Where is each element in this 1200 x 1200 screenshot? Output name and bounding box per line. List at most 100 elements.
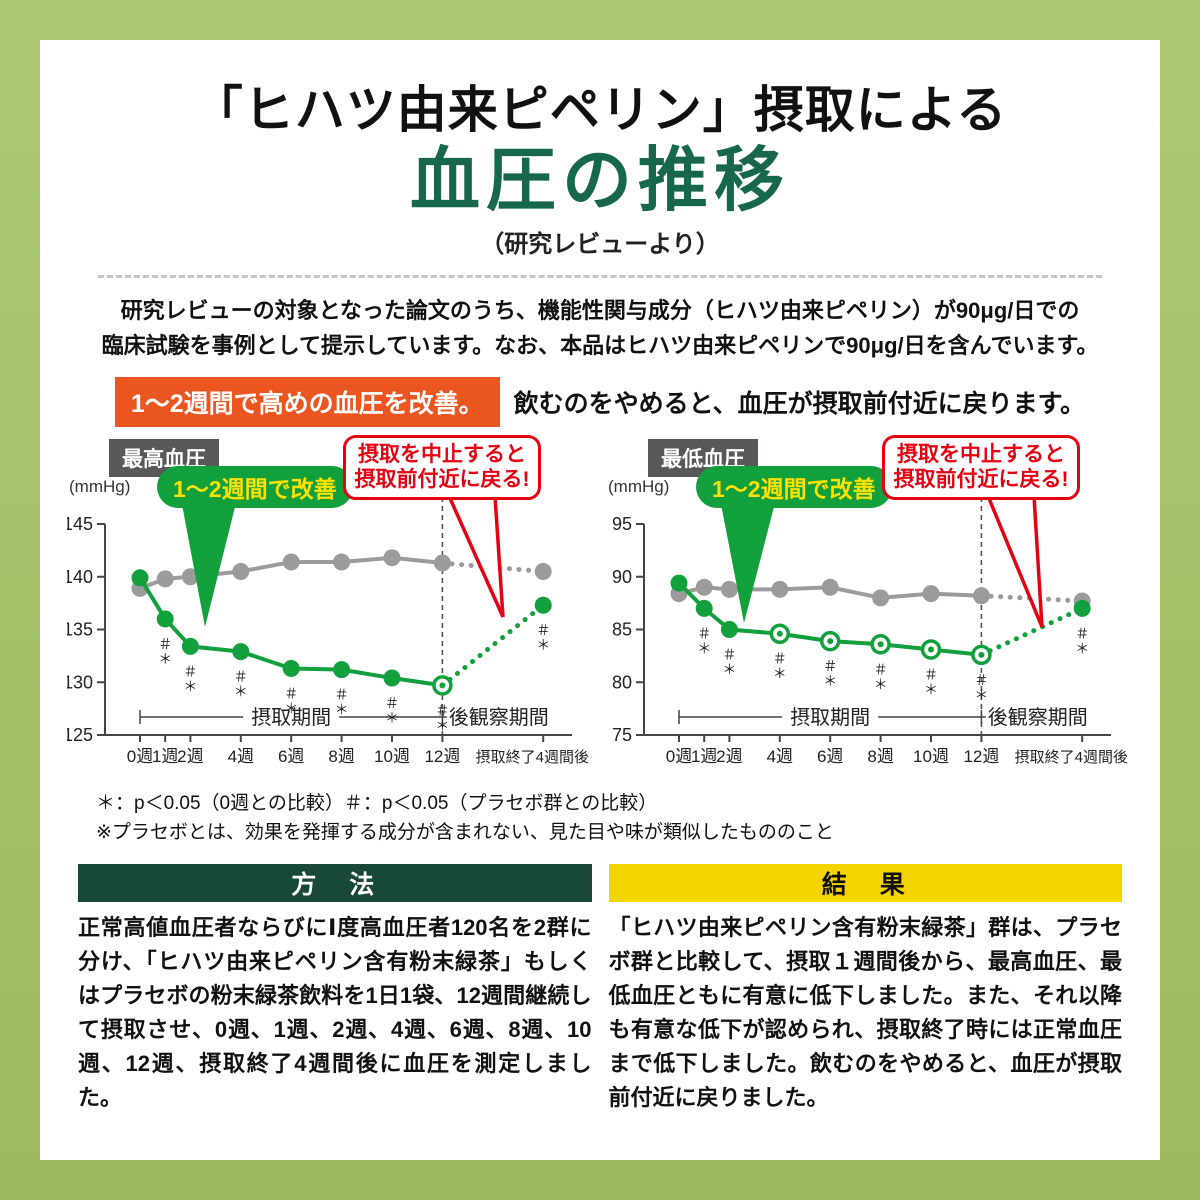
svg-text:4週: 4週: [767, 747, 793, 766]
svg-text:2週: 2週: [177, 747, 203, 766]
svg-text:＃: ＃: [722, 646, 736, 662]
improve-bubble-tail: [720, 498, 776, 623]
svg-text:＊: ＊: [284, 700, 298, 716]
improve-bubble: 1～2週間で改善: [157, 465, 353, 508]
charts-row: 125 130 135 140 145 0週 1週 2週 4週 6週 8週 10週 12週 摂取終了4週間…: [40, 434, 1160, 777]
svg-text:140: 140: [67, 567, 93, 587]
svg-text:＃: ＃: [974, 672, 988, 688]
svg-text:＃: ＃: [773, 651, 787, 667]
svg-text:＊: ＊: [1075, 640, 1089, 656]
page-title-line2: 血圧の推移: [410, 141, 790, 219]
svg-text:＃: ＃: [1075, 625, 1089, 641]
y-axis-unit-label: (mmHg): [69, 476, 131, 496]
svg-text:85: 85: [612, 619, 632, 639]
svg-text:＃: ＃: [183, 663, 197, 679]
chart-diastolic: 75 80 85 90 95 0週 1週 2週 4週 6週 8週 10週 12週 摂取終了4週間後 摂取期間…: [606, 434, 1133, 777]
intro-line1: 研究レビューの対象となった論文のうち、機能性関与成分（ヒハツ由来ピペリン）が90…: [120, 297, 1080, 323]
svg-text:＊: ＊: [158, 651, 172, 667]
result-header: 結 果: [608, 863, 1122, 902]
svg-text:摂取終了4週間後: 摂取終了4週間後: [1015, 749, 1128, 766]
svg-text:2週: 2週: [716, 747, 742, 766]
svg-text:＊: ＊: [335, 701, 349, 717]
chart-systolic: 125 130 135 140 145 0週 1週 2週 4週 6週 8週 10週 12週 摂取終了4週間…: [67, 434, 594, 777]
svg-text:0週: 0週: [127, 747, 153, 766]
y-axis-unit-label: (mmHg): [608, 476, 670, 496]
svg-text:摂取期間: 摂取期間: [251, 706, 331, 729]
svg-text:＊: ＊: [536, 637, 550, 653]
svg-text:4週: 4週: [228, 747, 254, 766]
svg-text:後観察期間: 後観察期間: [449, 706, 549, 729]
svg-text:75: 75: [612, 725, 632, 745]
svg-text:＊: ＊: [773, 666, 787, 682]
stop-bubble-line2: 摂取前付近に戻る!: [893, 468, 1069, 492]
svg-text:＊: ＊: [874, 676, 888, 692]
page-title-line1: 「ヒハツ由来ピペリン」摂取による: [192, 82, 1008, 138]
svg-text:95: 95: [612, 514, 632, 534]
intro-line2: 臨床試験を事例として提示しています。なお、本品はヒハツ由来ピペリンで90μg/日…: [101, 332, 1099, 358]
svg-text:125: 125: [67, 725, 93, 745]
improve-bubble-tail: [181, 498, 237, 627]
svg-text:＊: ＊: [924, 681, 938, 697]
footnotes: ＊：p＜0.05（0週との比較）＃：p＜0.05（プラセボ群との比較） ※プラセ…: [96, 789, 1160, 848]
method-header: 方 法: [78, 863, 592, 902]
svg-text:＊: ＊: [234, 684, 248, 700]
svg-text:＃: ＃: [823, 658, 837, 674]
stop-bubble-line2: 摂取前付近に戻る!: [354, 468, 530, 492]
svg-text:＊: ＊: [823, 673, 837, 689]
svg-text:＃: ＃: [435, 702, 449, 718]
svg-text:＊: ＊: [435, 717, 449, 733]
stop-bubble-line1: 摂取を中止すると: [358, 442, 526, 466]
callout-note: 飲むのをやめると、血圧が摂取前付近に戻ります。: [513, 389, 1086, 418]
svg-text:＃: ＃: [874, 661, 888, 677]
svg-text:90: 90: [612, 567, 632, 587]
footnote-line1: ＊：p＜0.05（0週との比較）＃：p＜0.05（プラセボ群との比較）: [96, 792, 658, 814]
bottom-sections: 方 法 正常高値血圧者ならびにⅠ度高血圧者120名を2群に分け、「ヒハツ由来ピペ…: [78, 863, 1123, 1116]
svg-text:80: 80: [612, 672, 632, 692]
svg-text:＃: ＃: [536, 622, 550, 638]
svg-text:＊: ＊: [697, 640, 711, 656]
svg-text:8週: 8週: [328, 747, 354, 766]
svg-text:＃: ＃: [284, 685, 298, 701]
infographic-card: 「ヒハツ由来ピペリン」摂取による 血圧の推移 （研究レビューより） 研究レビュー…: [40, 40, 1160, 1160]
page-subtitle: （研究レビューより）: [480, 230, 720, 258]
svg-text:＊: ＊: [722, 661, 736, 677]
svg-text:12週: 12週: [963, 747, 999, 766]
method-section: 方 法 正常高値血圧者ならびにⅠ度高血圧者120名を2群に分け、「ヒハツ由来ピペ…: [78, 863, 592, 1116]
result-section: 結 果 「ヒハツ由来ピペリン含有粉末緑茶」群は、プラセボ群と比較して、摂取１週間…: [608, 863, 1123, 1116]
improve-bubble: 1～2週間で改善: [696, 465, 892, 508]
intro-text: 研究レビューの対象となった論文のうち、機能性関与成分（ヒハツ由来ピペリン）が90…: [40, 293, 1160, 363]
stop-bubble-tail: [986, 495, 1044, 628]
stop-bubble-tail: [447, 495, 505, 618]
svg-text:＃: ＃: [697, 625, 711, 641]
highlight-badge: 1～2週間で高めの血圧を改善。: [114, 376, 500, 427]
svg-text:摂取期間: 摂取期間: [790, 706, 870, 729]
callout-row: 1～2週間で高めの血圧を改善。 飲むのをやめると、血圧が摂取前付近に戻ります。: [40, 376, 1160, 427]
svg-text:6週: 6週: [817, 747, 843, 766]
svg-text:145: 145: [67, 514, 93, 534]
svg-text:10週: 10週: [374, 747, 410, 766]
svg-text:＊: ＊: [183, 678, 197, 694]
svg-text:＃: ＃: [158, 636, 172, 652]
svg-text:1週: 1週: [152, 747, 178, 766]
svg-text:135: 135: [67, 619, 93, 639]
svg-text:＊: ＊: [385, 710, 399, 726]
dashed-separator: [98, 274, 1102, 278]
stop-bubble-line1: 摂取を中止すると: [897, 442, 1065, 466]
stop-bubble: 摂取を中止すると 摂取前付近に戻る!: [882, 434, 1080, 501]
svg-text:＊: ＊: [974, 687, 988, 703]
svg-text:130: 130: [67, 672, 93, 692]
svg-text:＃: ＃: [924, 666, 938, 682]
svg-text:6週: 6週: [278, 747, 304, 766]
svg-text:1週: 1週: [691, 747, 717, 766]
footnote-line2: ※プラセボとは、効果を発揮する成分が含まれない、見た目や味が類似したもののこと: [96, 822, 834, 844]
svg-text:10週: 10週: [913, 747, 949, 766]
svg-text:後観察期間: 後観察期間: [988, 706, 1088, 729]
svg-text:0週: 0週: [666, 747, 692, 766]
result-body: 「ヒハツ由来ピペリン含有粉末緑茶」群は、プラセボ群と比較して、摂取１週間後から、…: [608, 914, 1123, 1111]
svg-text:8週: 8週: [867, 747, 893, 766]
svg-text:＃: ＃: [385, 695, 399, 711]
svg-text:摂取終了4週間後: 摂取終了4週間後: [476, 749, 589, 766]
stop-bubble: 摂取を中止すると 摂取前付近に戻る!: [343, 434, 541, 501]
